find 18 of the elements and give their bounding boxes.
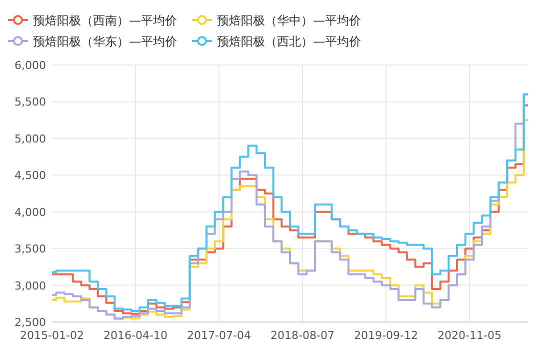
legend-label: 预焙阳极（华中）—平均价	[217, 14, 361, 28]
x-tick-label: 2015-01-02	[20, 329, 84, 342]
legend-label: 预焙阳极（华东）—平均价	[33, 34, 177, 48]
y-tick-label: 5,500	[14, 96, 46, 109]
y-tick-label: 3,500	[14, 242, 46, 256]
x-tick-label: 2018-08-07	[270, 329, 334, 342]
legend-label: 预焙阳极（西北）—平均价	[217, 34, 361, 48]
y-tick-label: 6,000	[14, 59, 46, 72]
y-tick-label: 4,500	[14, 169, 46, 182]
y-tick-label: 4,000	[14, 206, 46, 219]
x-tick-label: 2020-11-05	[438, 329, 502, 342]
legend-label: 预焙阳极（西南）—平均价	[33, 14, 177, 28]
x-tick-label: 2019-09-12	[354, 329, 418, 342]
y-tick-label: 2,500	[14, 316, 46, 329]
x-tick-label: 2016-04-10	[104, 329, 168, 342]
y-tick-label: 5,000	[14, 132, 46, 146]
x-tick-label: 2017-07-04	[187, 329, 251, 342]
y-tick-label: 3,000	[14, 279, 46, 292]
